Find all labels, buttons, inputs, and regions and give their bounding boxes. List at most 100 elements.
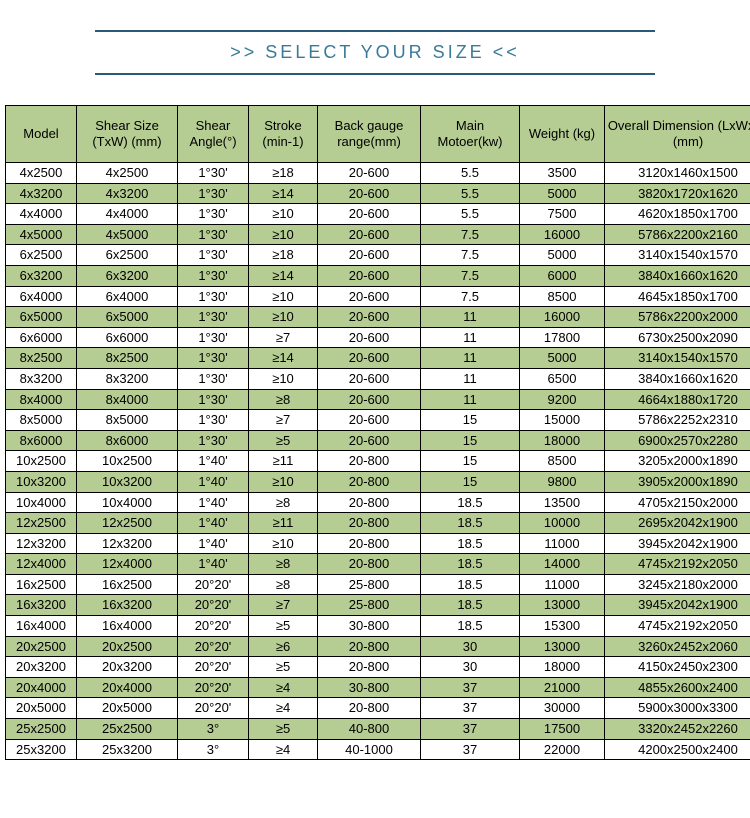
table-row: 4x50004x50001°30'≥1020-6007.5160005786x2… xyxy=(6,224,750,245)
col-weight: Weight (kg) xyxy=(520,106,605,163)
table-cell: 22000 xyxy=(520,739,605,760)
table-cell: 6x2500 xyxy=(6,245,77,266)
table-cell: 1°40' xyxy=(178,533,249,554)
table-cell: 25x3200 xyxy=(6,739,77,760)
table-cell: 8x2500 xyxy=(77,348,178,369)
table-cell: 20x2500 xyxy=(77,636,178,657)
table-cell: 6x6000 xyxy=(77,327,178,348)
table-cell: 4x3200 xyxy=(6,183,77,204)
table-cell: 1°30' xyxy=(178,204,249,225)
table-cell: 20x2500 xyxy=(6,636,77,657)
header-line-bottom xyxy=(95,73,655,75)
table-row: 10x400010x40001°40'≥820-80018.5135004705… xyxy=(6,492,750,513)
table-cell: ≥7 xyxy=(249,410,318,431)
table-cell: 6000 xyxy=(520,265,605,286)
table-cell: 18.5 xyxy=(421,492,520,513)
table-cell: 16x3200 xyxy=(77,595,178,616)
table-cell: 4620x1850x1700 xyxy=(605,204,750,225)
table-cell: 3840x1660x1620 xyxy=(605,368,750,389)
table-cell: 7500 xyxy=(520,204,605,225)
col-shear-angle: Shear Angle(°) xyxy=(178,106,249,163)
table-cell: 16x2500 xyxy=(6,574,77,595)
table-cell: 1°30' xyxy=(178,327,249,348)
table-cell: 18.5 xyxy=(421,533,520,554)
table-cell: 5.5 xyxy=(421,163,520,184)
table-cell: 4x4000 xyxy=(6,204,77,225)
table-cell: 16x4000 xyxy=(77,616,178,637)
table-row: 12x400012x40001°40'≥820-80018.5140004745… xyxy=(6,554,750,575)
table-cell: 10x4000 xyxy=(6,492,77,513)
table-cell: 4745x2192x2050 xyxy=(605,554,750,575)
table-cell: 15 xyxy=(421,430,520,451)
table-cell: 13500 xyxy=(520,492,605,513)
table-cell: 20°20' xyxy=(178,574,249,595)
table-cell: 5000 xyxy=(520,183,605,204)
table-cell: 16x3200 xyxy=(6,595,77,616)
table-cell: 5786x2200x2000 xyxy=(605,307,750,328)
table-row: 25x320025x32003°≥440-100037220004200x250… xyxy=(6,739,750,760)
table-cell: 4150x2450x2300 xyxy=(605,657,750,678)
table-cell: 20x4000 xyxy=(6,677,77,698)
table-cell: 6x5000 xyxy=(6,307,77,328)
table-cell: 10x2500 xyxy=(77,451,178,472)
table-cell: 20x4000 xyxy=(77,677,178,698)
table-cell: 1°30' xyxy=(178,224,249,245)
table-row: 8x50008x50001°30'≥720-60015150005786x225… xyxy=(6,410,750,431)
table-cell: 13000 xyxy=(520,595,605,616)
table-row: 16x400016x400020°20'≥530-80018.515300474… xyxy=(6,616,750,637)
table-cell: 30 xyxy=(421,657,520,678)
table-cell: 20-600 xyxy=(318,286,421,307)
table-cell: ≥8 xyxy=(249,574,318,595)
table-cell: 37 xyxy=(421,677,520,698)
table-cell: 20°20' xyxy=(178,595,249,616)
table-row: 10x320010x32001°40'≥1020-8001598003905x2… xyxy=(6,471,750,492)
col-stroke: Stroke (min-1) xyxy=(249,106,318,163)
table-row: 6x32006x32001°30'≥1420-6007.560003840x16… xyxy=(6,265,750,286)
table-cell: 6x3200 xyxy=(77,265,178,286)
col-model: Model xyxy=(6,106,77,163)
table-cell: 3° xyxy=(178,739,249,760)
table-cell: 5786x2252x2310 xyxy=(605,410,750,431)
table-cell: 20-600 xyxy=(318,204,421,225)
table-cell: 20x5000 xyxy=(6,698,77,719)
table-cell: 20-600 xyxy=(318,368,421,389)
table-cell: 20-600 xyxy=(318,183,421,204)
table-cell: ≥11 xyxy=(249,513,318,534)
table-cell: 1°40' xyxy=(178,554,249,575)
table-row: 25x250025x25003°≥540-80037175003320x2452… xyxy=(6,719,750,740)
table-cell: ≥8 xyxy=(249,389,318,410)
spec-table: Model Shear Size (TxW) (mm) Shear Angle(… xyxy=(5,105,750,760)
table-cell: 20-600 xyxy=(318,265,421,286)
table-cell: ≥10 xyxy=(249,307,318,328)
table-cell: 13000 xyxy=(520,636,605,657)
table-cell: 11 xyxy=(421,368,520,389)
table-cell: 8x3200 xyxy=(6,368,77,389)
table-cell: 15 xyxy=(421,451,520,472)
table-cell: ≥14 xyxy=(249,183,318,204)
table-cell: 25-800 xyxy=(318,595,421,616)
table-cell: 25-800 xyxy=(318,574,421,595)
table-cell: 7.5 xyxy=(421,245,520,266)
table-cell: 20-800 xyxy=(318,451,421,472)
table-cell: 8x4000 xyxy=(6,389,77,410)
table-cell: 7.5 xyxy=(421,265,520,286)
table-cell: ≥4 xyxy=(249,677,318,698)
table-row: 4x32004x32001°30'≥1420-6005.550003820x17… xyxy=(6,183,750,204)
table-cell: 15 xyxy=(421,471,520,492)
table-cell: 11 xyxy=(421,348,520,369)
table-cell: 6x4000 xyxy=(77,286,178,307)
table-cell: 6x6000 xyxy=(6,327,77,348)
table-row: 20x400020x400020°20'≥430-80037210004855x… xyxy=(6,677,750,698)
table-cell: 7.5 xyxy=(421,224,520,245)
table-cell: 3205x2000x1890 xyxy=(605,451,750,472)
table-cell: 3120x1460x1500 xyxy=(605,163,750,184)
table-cell: 1°40' xyxy=(178,492,249,513)
table-cell: 1°30' xyxy=(178,307,249,328)
table-cell: 6500 xyxy=(520,368,605,389)
table-cell: 20x3200 xyxy=(6,657,77,678)
table-cell: 30000 xyxy=(520,698,605,719)
table-cell: 20-600 xyxy=(318,163,421,184)
table-cell: 12x2500 xyxy=(6,513,77,534)
table-cell: 3320x2452x2260 xyxy=(605,719,750,740)
table-cell: ≥10 xyxy=(249,224,318,245)
